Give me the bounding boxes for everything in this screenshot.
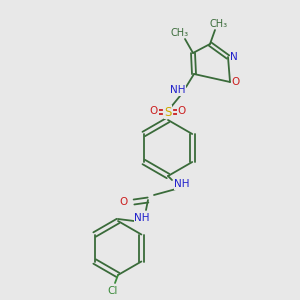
Text: O: O xyxy=(178,106,186,116)
Text: CH₃: CH₃ xyxy=(210,19,228,29)
Text: Cl: Cl xyxy=(108,286,118,296)
Text: O: O xyxy=(150,106,158,116)
Text: O: O xyxy=(232,77,240,87)
Text: NH: NH xyxy=(170,85,186,95)
Text: NH: NH xyxy=(134,213,150,223)
Text: NH: NH xyxy=(174,179,190,189)
Text: O: O xyxy=(120,197,128,207)
Text: S: S xyxy=(164,106,172,118)
Text: N: N xyxy=(230,52,238,62)
Text: CH₃: CH₃ xyxy=(171,28,189,38)
